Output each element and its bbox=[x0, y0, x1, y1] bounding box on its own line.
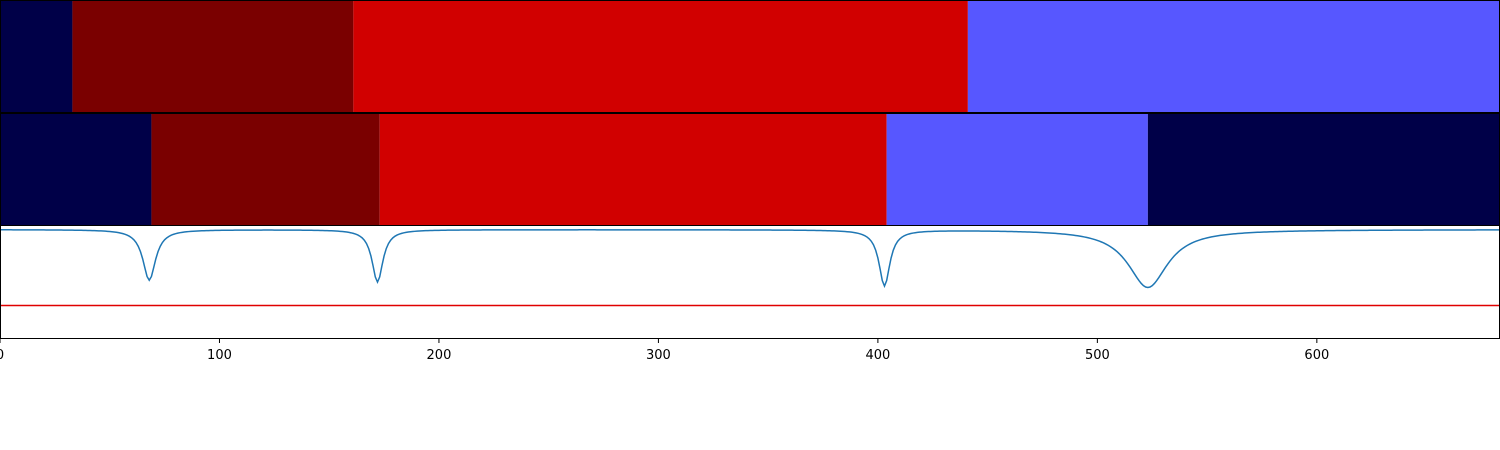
signal-plot bbox=[0, 225, 1500, 339]
segment-2-3 bbox=[379, 114, 887, 225]
x-axis: 0 100 200 300 400 500 600 bbox=[0, 338, 1329, 363]
segment-2-4 bbox=[886, 114, 1148, 225]
signal-line bbox=[0, 229, 1500, 289]
segment-bar-middle bbox=[0, 113, 1500, 226]
x-tick-label: 500 bbox=[1085, 348, 1110, 363]
x-tick-label: 0 bbox=[0, 348, 4, 363]
x-tick-label: 100 bbox=[207, 348, 232, 363]
x-tick-label: 200 bbox=[427, 348, 452, 363]
x-tick-label: 300 bbox=[646, 348, 671, 363]
segment-1-4 bbox=[967, 1, 1499, 112]
segment-1-1 bbox=[0, 1, 73, 112]
segment-2-1 bbox=[0, 114, 152, 225]
panel-frame bbox=[0, 225, 1500, 339]
segment-1-3 bbox=[353, 1, 968, 112]
segment-1-2 bbox=[72, 1, 354, 112]
x-tick-label: 400 bbox=[865, 348, 890, 363]
segment-2-5 bbox=[1147, 114, 1499, 225]
segment-bar-top bbox=[0, 0, 1500, 113]
segment-2-2 bbox=[151, 114, 380, 225]
x-tick-label: 600 bbox=[1304, 348, 1329, 363]
